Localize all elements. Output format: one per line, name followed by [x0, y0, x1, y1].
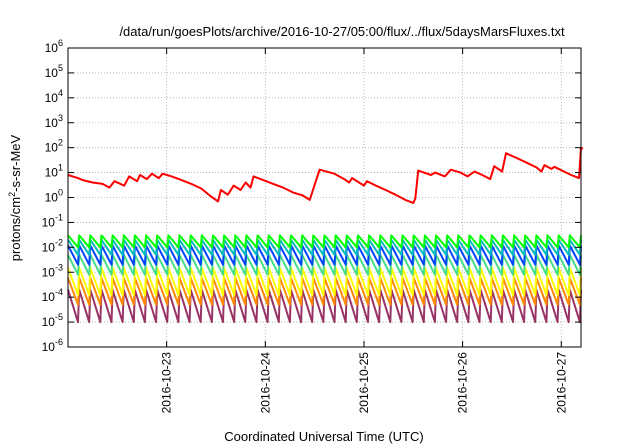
y-tick-label: 100 — [45, 188, 63, 205]
x-axis: 2016-10-23 2016-10-24 2016-10-25 2016-10-26… — [160, 48, 568, 414]
y-tick-label: 104 — [45, 88, 63, 105]
y-tick-label: 106 — [45, 38, 63, 55]
y-tick-label: 10-5 — [42, 312, 63, 329]
y-tick-label: 105 — [45, 63, 63, 80]
series-layer — [67, 146, 584, 324]
y-axis-label: protons/cm2-s-sr-MeV — [7, 134, 23, 261]
series-line — [67, 146, 584, 204]
y-tick-label: 10-4 — [42, 287, 63, 304]
x-tick-label: 2016-10-24 — [258, 352, 272, 414]
y-tick-label: 10-1 — [42, 212, 63, 229]
x-tick-label: 2016-10-26 — [456, 352, 470, 414]
y-tick-label: 103 — [45, 113, 63, 130]
y-tick-label: 10-6 — [42, 337, 63, 354]
x-tick-label: 2016-10-27 — [554, 352, 568, 414]
y-tick-label: 10-3 — [42, 262, 63, 279]
y-tick-label: 102 — [45, 138, 63, 155]
x-axis-label: Coordinated Universal Time (UTC) — [224, 429, 423, 444]
y-axis: 10-6 10-5 10-4 10-3 10-2 10-1 100 101 102 103 104 1… — [42, 38, 581, 354]
series-line — [67, 234, 582, 249]
y-tick-label: 101 — [45, 163, 63, 180]
y-tick-label: 10-2 — [42, 237, 63, 254]
x-tick-label: 2016-10-23 — [160, 352, 174, 414]
x-tick-label: 2016-10-25 — [357, 352, 371, 414]
chart-title: /data/run/goesPlots/archive/2016-10-27/0… — [119, 24, 565, 39]
